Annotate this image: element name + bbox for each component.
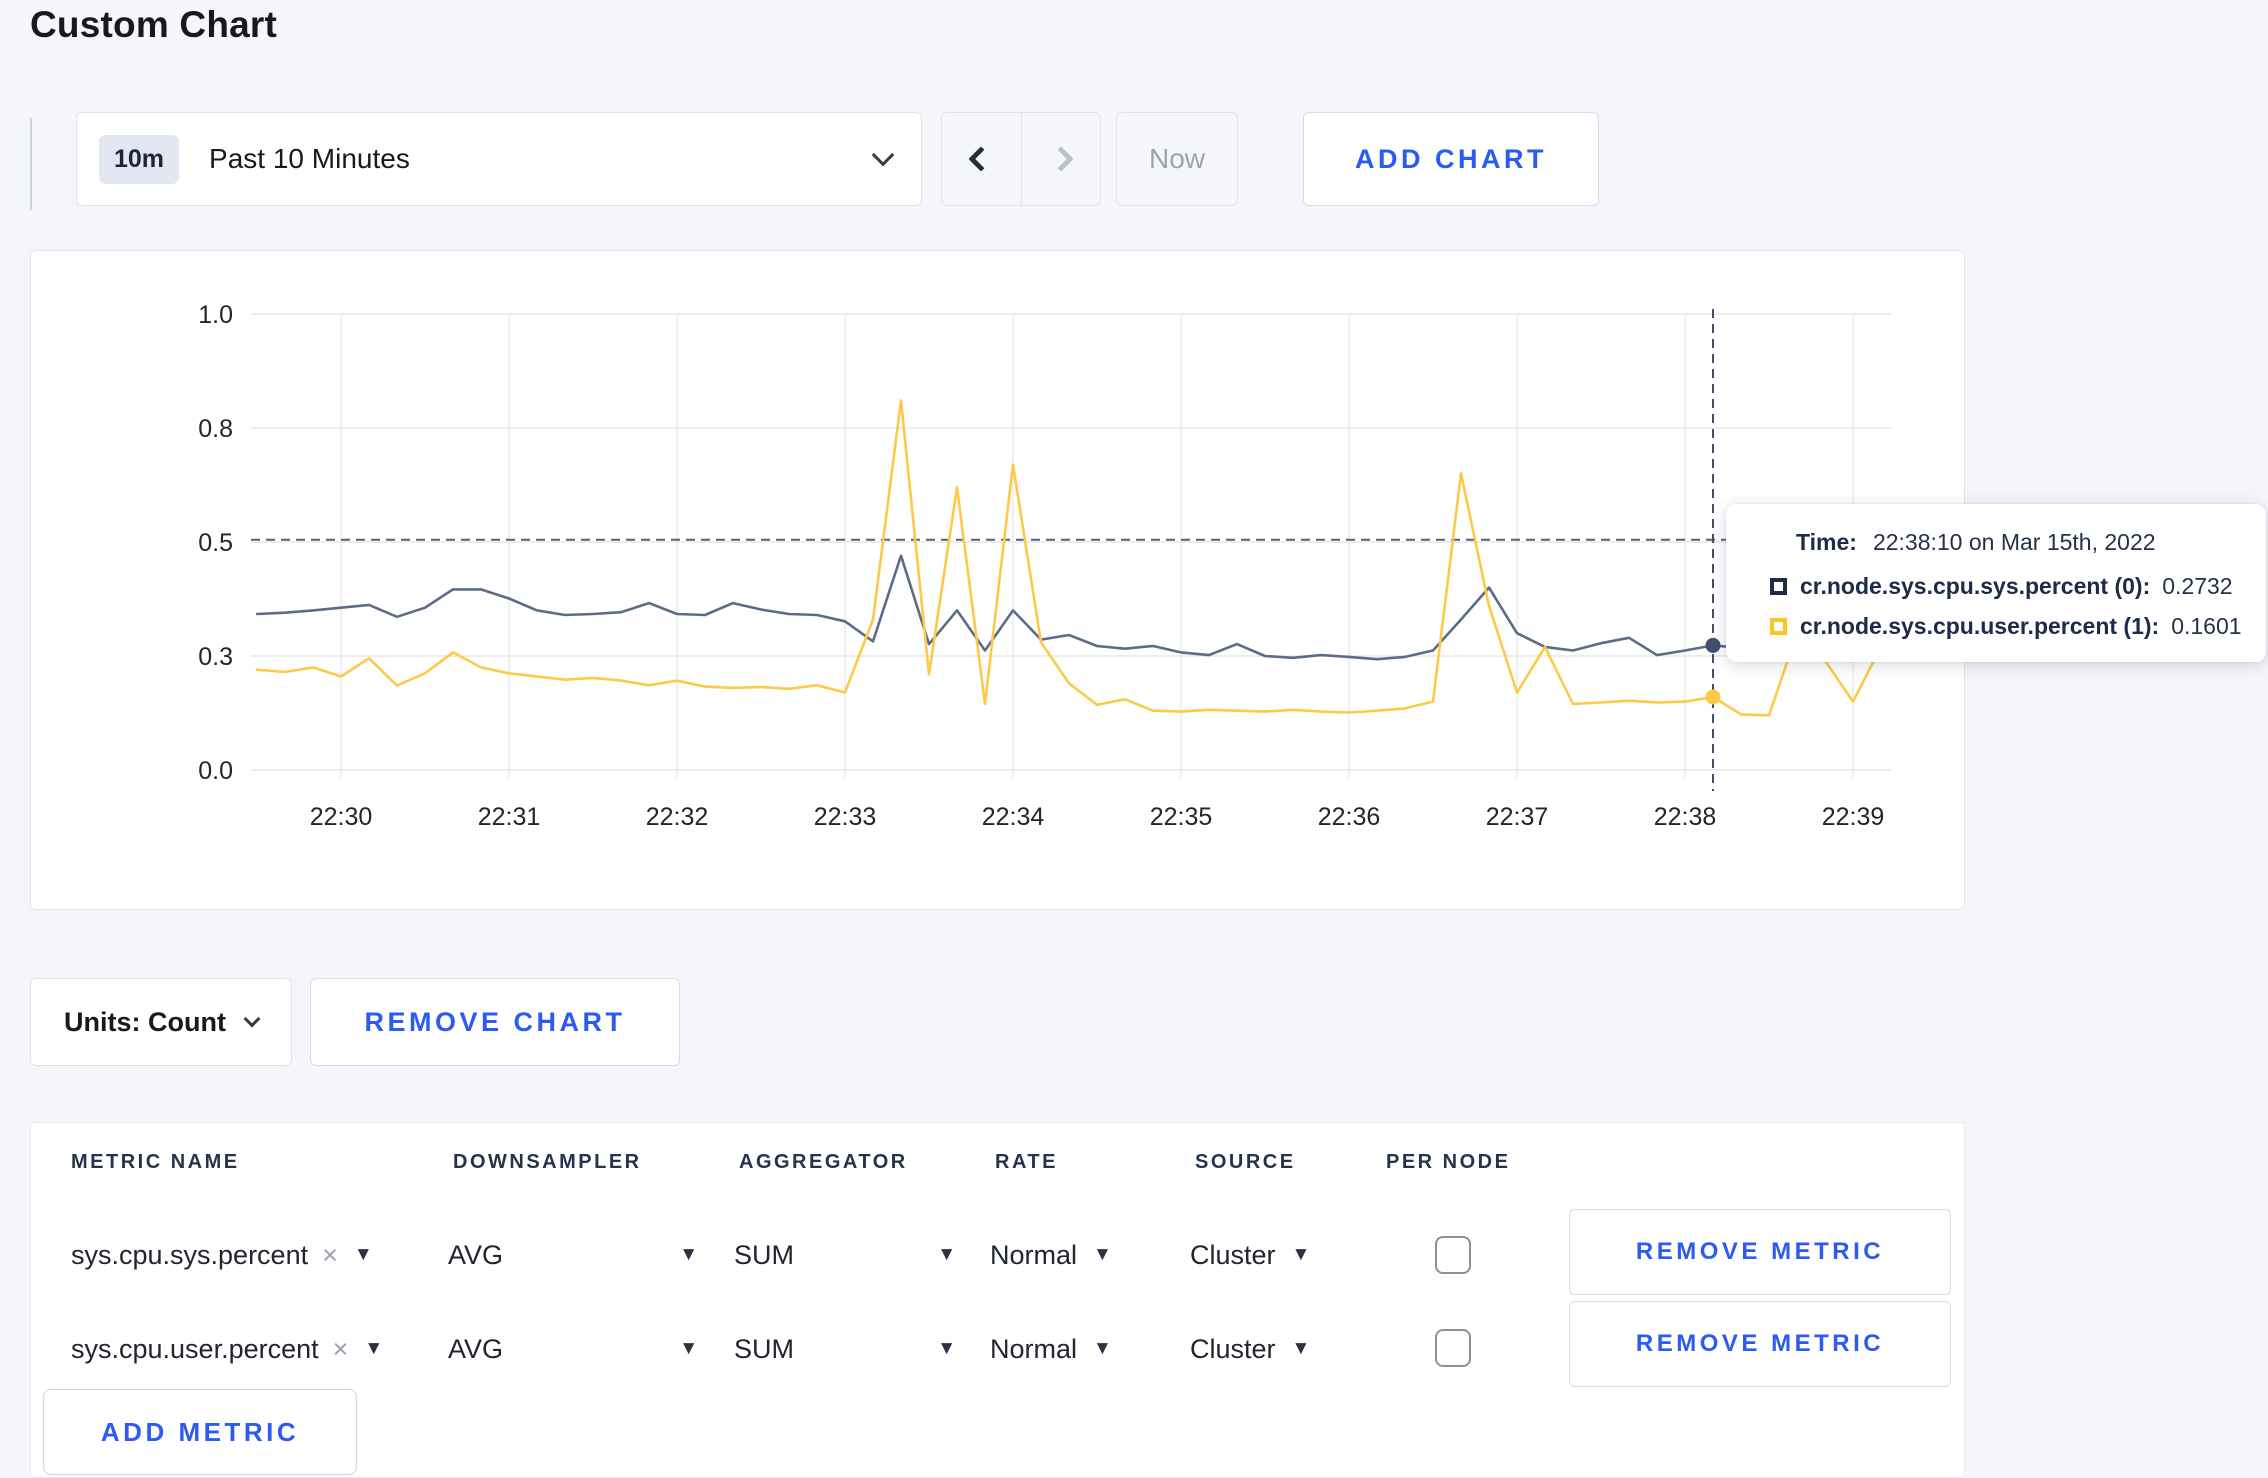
svg-text:22:32: 22:32 (646, 803, 709, 831)
svg-text:22:37: 22:37 (1486, 803, 1549, 831)
timeseries-chart[interactable]: 0.0 0.3 0.5 0.8 1.0 22:30 22:31 22:32 22:33 22:34… (31, 251, 1964, 909)
caret-down-icon: ▼ (937, 1244, 956, 1265)
metric-name-value: sys.cpu.sys.percent (71, 1239, 309, 1270)
caret-down-icon: ▼ (937, 1338, 956, 1359)
tooltip-series-value: 0.2732 (2162, 573, 2233, 599)
per-node-checkbox[interactable] (1435, 1236, 1471, 1274)
rate-value: Normal (990, 1239, 1078, 1270)
column-header-rate: RATE (995, 1151, 1058, 1173)
chart-hover-tooltip: Time: 22:38:10 on Mar 15th, 2022 cr.node… (1726, 504, 2266, 662)
svg-text:22:38: 22:38 (1654, 803, 1717, 831)
svg-text:22:36: 22:36 (1318, 803, 1381, 831)
time-range-label: Past 10 Minutes (209, 143, 410, 174)
column-header-per-node: PER NODE (1386, 1151, 1511, 1173)
caret-down-icon: ▼ (679, 1338, 698, 1359)
metrics-table: METRIC NAME DOWNSAMPLER AGGREGATOR RATE … (30, 1122, 1965, 1478)
time-range-dropdown[interactable]: 10m Past 10 Minutes (76, 112, 922, 206)
svg-text:22:35: 22:35 (1150, 803, 1213, 831)
column-header-metric-name: METRIC NAME (71, 1151, 240, 1173)
column-header-aggregator: AGGREGATOR (739, 1151, 908, 1173)
caret-down-icon: ▼ (364, 1338, 384, 1359)
series-swatch-user (1770, 618, 1787, 635)
time-step-controls (941, 112, 1101, 206)
rate-value: Normal (990, 1333, 1078, 1364)
remove-metric-button[interactable]: REMOVE METRIC (1569, 1301, 1951, 1387)
downsampler-value: AVG (448, 1239, 504, 1270)
time-range-badge: 10m (99, 134, 180, 184)
column-header-downsampler: DOWNSAMPLER (453, 1151, 642, 1173)
svg-text:0.8: 0.8 (198, 415, 233, 443)
per-node-checkbox[interactable] (1435, 1329, 1471, 1367)
tooltip-time-label: Time: (1796, 529, 1857, 555)
tooltip-series-name: cr.node.sys.cpu.user.percent (1): (1800, 613, 2160, 639)
metric-name-value: sys.cpu.user.percent (71, 1333, 319, 1364)
step-forward-button[interactable] (1020, 113, 1101, 205)
chevron-down-icon (243, 1010, 261, 1028)
caret-down-icon: ▼ (353, 1244, 373, 1265)
tooltip-series-name: cr.node.sys.cpu.sys.percent (0): (1800, 573, 2151, 599)
svg-text:0.3: 0.3 (198, 643, 233, 671)
rate-select[interactable]: Normal ▼ (990, 1309, 1112, 1389)
caret-down-icon: ▼ (1291, 1338, 1311, 1359)
svg-text:0.5: 0.5 (198, 529, 233, 557)
units-dropdown[interactable]: Units: Count (30, 978, 292, 1066)
chevron-down-icon (871, 143, 895, 167)
source-value: Cluster (1190, 1239, 1276, 1270)
rate-select[interactable]: Normal ▼ (990, 1215, 1112, 1295)
step-back-button[interactable] (942, 113, 1021, 205)
chevron-right-icon (1048, 146, 1074, 172)
caret-down-icon: ▼ (1291, 1244, 1311, 1265)
aggregator-select[interactable]: SUM ▼ (734, 1309, 956, 1389)
svg-text:22:33: 22:33 (814, 803, 877, 831)
chevron-left-icon (968, 146, 994, 172)
range-divider (30, 118, 32, 210)
units-label: Units: Count (64, 1006, 226, 1037)
tooltip-time-value: 22:38:10 on Mar 15th, 2022 (1872, 529, 2156, 555)
series-swatch-sys (1770, 578, 1787, 595)
clear-metric-icon[interactable]: × (332, 1333, 349, 1364)
svg-text:22:34: 22:34 (982, 803, 1045, 831)
aggregator-value: SUM (734, 1239, 794, 1270)
source-select[interactable]: Cluster ▼ (1190, 1215, 1310, 1295)
downsampler-value: AVG (448, 1333, 504, 1364)
downsampler-select[interactable]: AVG ▼ (448, 1309, 698, 1389)
svg-text:22:31: 22:31 (478, 803, 541, 831)
downsampler-select[interactable]: AVG ▼ (448, 1215, 698, 1295)
now-button[interactable]: Now (1116, 112, 1238, 206)
aggregator-select[interactable]: SUM ▼ (734, 1215, 956, 1295)
remove-chart-button[interactable]: REMOVE CHART (310, 978, 680, 1066)
add-chart-button[interactable]: ADD CHART (1303, 112, 1599, 206)
chart-card: 0.0 0.3 0.5 0.8 1.0 22:30 22:31 22:32 22:33 22:34… (30, 250, 1965, 910)
metric-name-select[interactable]: sys.cpu.user.percent × ▼ (71, 1309, 383, 1389)
page-title: Custom Chart (30, 4, 278, 45)
source-select[interactable]: Cluster ▼ (1190, 1309, 1310, 1389)
svg-text:0.0: 0.0 (198, 757, 233, 785)
aggregator-value: SUM (734, 1333, 794, 1364)
caret-down-icon: ▼ (679, 1244, 698, 1265)
caret-down-icon: ▼ (1093, 1244, 1112, 1265)
caret-down-icon: ▼ (1093, 1338, 1112, 1359)
svg-text:22:39: 22:39 (1822, 803, 1885, 831)
tooltip-series-value: 0.1601 (2171, 613, 2242, 639)
clear-metric-icon[interactable]: × (322, 1239, 338, 1270)
metric-name-select[interactable]: sys.cpu.sys.percent × ▼ (71, 1215, 373, 1295)
remove-metric-button[interactable]: REMOVE METRIC (1569, 1209, 1951, 1295)
source-value: Cluster (1190, 1333, 1276, 1364)
add-metric-button[interactable]: ADD METRIC (43, 1389, 357, 1475)
svg-text:22:30: 22:30 (310, 803, 373, 831)
svg-text:1.0: 1.0 (198, 301, 233, 329)
column-header-source: SOURCE (1195, 1151, 1296, 1173)
